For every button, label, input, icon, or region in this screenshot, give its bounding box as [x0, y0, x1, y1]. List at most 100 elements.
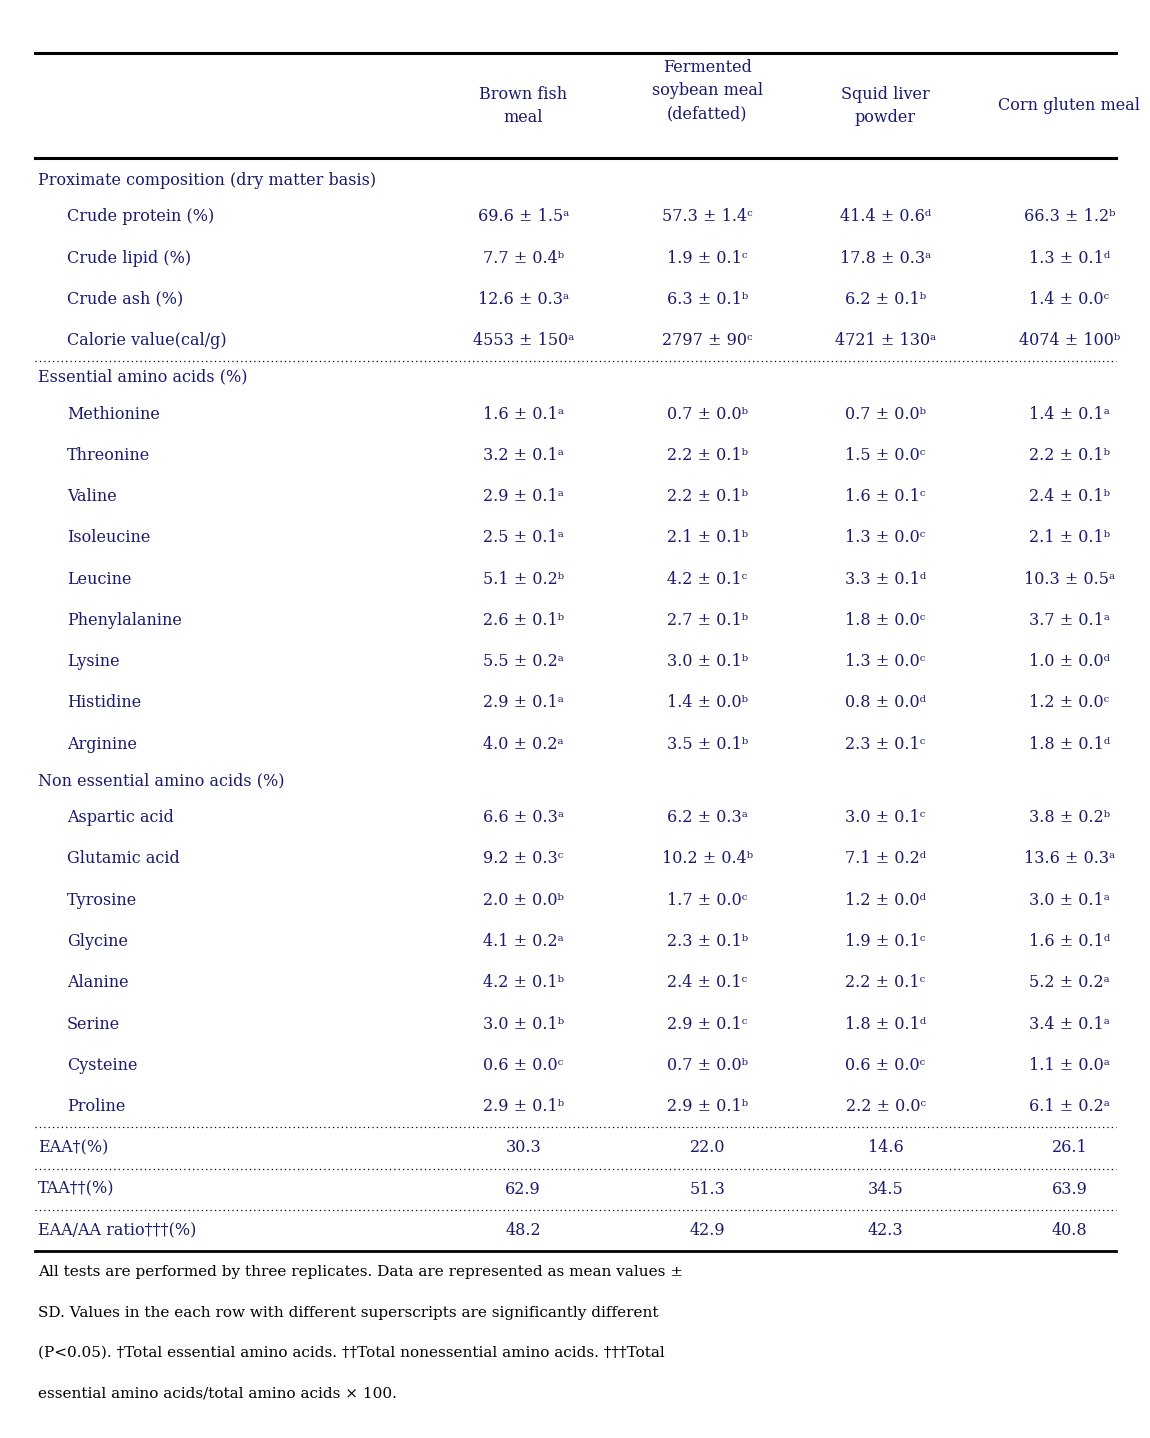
- Text: 30.3: 30.3: [505, 1139, 542, 1156]
- Text: 10.3 ± 0.5ᵃ: 10.3 ± 0.5ᵃ: [1024, 571, 1116, 588]
- Text: 3.0 ± 0.1ᵇ: 3.0 ± 0.1ᵇ: [483, 1015, 564, 1032]
- Text: Serine: Serine: [67, 1015, 120, 1032]
- Text: 2.0 ± 0.0ᵇ: 2.0 ± 0.0ᵇ: [483, 892, 564, 909]
- Text: Arginine: Arginine: [67, 736, 137, 752]
- Text: Valine: Valine: [67, 487, 116, 505]
- Text: 2.4 ± 0.1ᶜ: 2.4 ± 0.1ᶜ: [667, 975, 748, 991]
- Text: 17.8 ± 0.3ᵃ: 17.8 ± 0.3ᵃ: [840, 250, 932, 266]
- Text: Crude protein (%): Crude protein (%): [67, 209, 214, 226]
- Text: Essential amino acids (%): Essential amino acids (%): [38, 368, 247, 385]
- Text: 1.6 ± 0.1ᶜ: 1.6 ± 0.1ᶜ: [845, 487, 926, 505]
- Text: Aspartic acid: Aspartic acid: [67, 810, 174, 827]
- Text: Crude ash (%): Crude ash (%): [67, 290, 183, 308]
- Text: 0.8 ± 0.0ᵈ: 0.8 ± 0.0ᵈ: [845, 695, 926, 712]
- Text: Tyrosine: Tyrosine: [67, 892, 137, 909]
- Text: 1.9 ± 0.1ᶜ: 1.9 ± 0.1ᶜ: [667, 250, 748, 266]
- Text: All tests are performed by three replicates. Data are represented as mean values: All tests are performed by three replica…: [38, 1265, 683, 1280]
- Text: Crude lipid (%): Crude lipid (%): [67, 250, 191, 266]
- Text: 4553 ± 150ᵃ: 4553 ± 150ᵃ: [473, 332, 574, 349]
- Text: Threonine: Threonine: [67, 447, 150, 464]
- Text: 1.5 ± 0.0ᶜ: 1.5 ± 0.0ᶜ: [845, 447, 926, 464]
- Text: 6.6 ± 0.3ᵃ: 6.6 ± 0.3ᵃ: [483, 810, 564, 827]
- Text: Methionine: Methionine: [67, 406, 160, 423]
- Text: 4.1 ± 0.2ᵃ: 4.1 ± 0.2ᵃ: [483, 933, 564, 951]
- Text: 3.7 ± 0.1ᵃ: 3.7 ± 0.1ᵃ: [1029, 613, 1110, 628]
- Text: 6.3 ± 0.1ᵇ: 6.3 ± 0.1ᵇ: [667, 290, 748, 308]
- Text: 1.8 ± 0.1ᵈ: 1.8 ± 0.1ᵈ: [845, 1015, 926, 1032]
- Text: Isoleucine: Isoleucine: [67, 529, 150, 546]
- Text: 3.3 ± 0.1ᵈ: 3.3 ± 0.1ᵈ: [845, 571, 926, 588]
- Text: 3.8 ± 0.2ᵇ: 3.8 ± 0.2ᵇ: [1029, 810, 1110, 827]
- Text: EAA/AA ratio†††(%): EAA/AA ratio†††(%): [38, 1222, 197, 1240]
- Text: Brown fish: Brown fish: [480, 86, 567, 102]
- Text: 2.2 ± 0.1ᵇ: 2.2 ± 0.1ᵇ: [667, 447, 748, 464]
- Text: 1.3 ± 0.0ᶜ: 1.3 ± 0.0ᶜ: [845, 653, 926, 670]
- Text: 1.6 ± 0.1ᵃ: 1.6 ± 0.1ᵃ: [483, 406, 564, 423]
- Text: 0.7 ± 0.0ᵇ: 0.7 ± 0.0ᵇ: [845, 406, 926, 423]
- Text: 2.9 ± 0.1ᵃ: 2.9 ± 0.1ᵃ: [483, 695, 564, 712]
- Text: 2.2 ± 0.0ᶜ: 2.2 ± 0.0ᶜ: [845, 1099, 926, 1114]
- Text: 3.0 ± 0.1ᵇ: 3.0 ± 0.1ᵇ: [667, 653, 748, 670]
- Text: meal: meal: [504, 109, 543, 125]
- Text: 2797 ± 90ᶜ: 2797 ± 90ᶜ: [662, 332, 752, 349]
- Text: Fermented: Fermented: [662, 59, 752, 76]
- Text: 7.1 ± 0.2ᵈ: 7.1 ± 0.2ᵈ: [845, 850, 926, 867]
- Text: Calorie value(cal/g): Calorie value(cal/g): [67, 332, 227, 349]
- Text: 57.3 ± 1.4ᶜ: 57.3 ± 1.4ᶜ: [662, 209, 752, 226]
- Text: 34.5: 34.5: [867, 1181, 904, 1198]
- Text: 48.2: 48.2: [506, 1222, 540, 1240]
- Text: 2.4 ± 0.1ᵇ: 2.4 ± 0.1ᵇ: [1029, 487, 1110, 505]
- Text: 2.2 ± 0.1ᶜ: 2.2 ± 0.1ᶜ: [845, 975, 926, 991]
- Text: 4074 ± 100ᵇ: 4074 ± 100ᵇ: [1019, 332, 1120, 349]
- Text: 69.6 ± 1.5ᵃ: 69.6 ± 1.5ᵃ: [477, 209, 569, 226]
- Text: (defatted): (defatted): [667, 105, 748, 122]
- Text: 1.4 ± 0.1ᵃ: 1.4 ± 0.1ᵃ: [1029, 406, 1110, 423]
- Text: Leucine: Leucine: [67, 571, 131, 588]
- Text: Proline: Proline: [67, 1099, 125, 1114]
- Text: 42.9: 42.9: [690, 1222, 724, 1240]
- Text: 42.3: 42.3: [868, 1222, 903, 1240]
- Text: 63.9: 63.9: [1051, 1181, 1088, 1198]
- Text: essential amino acids/total amino acids × 100.: essential amino acids/total amino acids …: [38, 1386, 397, 1401]
- Text: 2.2 ± 0.1ᵇ: 2.2 ± 0.1ᵇ: [667, 487, 748, 505]
- Text: 2.5 ± 0.1ᵃ: 2.5 ± 0.1ᵃ: [483, 529, 564, 546]
- Text: EAA†(%): EAA†(%): [38, 1139, 108, 1156]
- Text: 5.1 ± 0.2ᵇ: 5.1 ± 0.2ᵇ: [483, 571, 564, 588]
- Text: 41.4 ± 0.6ᵈ: 41.4 ± 0.6ᵈ: [840, 209, 932, 226]
- Text: 1.4 ± 0.0ᵇ: 1.4 ± 0.0ᵇ: [667, 695, 748, 712]
- Text: 13.6 ± 0.3ᵃ: 13.6 ± 0.3ᵃ: [1024, 850, 1116, 867]
- Text: 6.2 ± 0.3ᵃ: 6.2 ± 0.3ᵃ: [667, 810, 748, 827]
- Text: 0.7 ± 0.0ᵇ: 0.7 ± 0.0ᵇ: [667, 406, 748, 423]
- Text: 2.6 ± 0.1ᵇ: 2.6 ± 0.1ᵇ: [483, 613, 564, 628]
- Text: 5.5 ± 0.2ᵃ: 5.5 ± 0.2ᵃ: [483, 653, 564, 670]
- Text: 4721 ± 130ᵃ: 4721 ± 130ᵃ: [835, 332, 936, 349]
- Text: 0.7 ± 0.0ᵇ: 0.7 ± 0.0ᵇ: [667, 1057, 748, 1074]
- Text: 4.2 ± 0.1ᶜ: 4.2 ± 0.1ᶜ: [667, 571, 748, 588]
- Text: (P<0.05). †Total essential amino acids. ††Total nonessential amino acids. †††Tot: (P<0.05). †Total essential amino acids. …: [38, 1346, 665, 1360]
- Text: 1.0 ± 0.0ᵈ: 1.0 ± 0.0ᵈ: [1029, 653, 1110, 670]
- Text: Glutamic acid: Glutamic acid: [67, 850, 179, 867]
- Text: SD. Values in the each row with different superscripts are significantly differe: SD. Values in the each row with differen…: [38, 1306, 659, 1320]
- Text: Alanine: Alanine: [67, 975, 129, 991]
- Text: 2.1 ± 0.1ᵇ: 2.1 ± 0.1ᵇ: [1029, 529, 1110, 546]
- Text: 66.3 ± 1.2ᵇ: 66.3 ± 1.2ᵇ: [1024, 209, 1116, 226]
- Text: 1.9 ± 0.1ᶜ: 1.9 ± 0.1ᶜ: [845, 933, 926, 951]
- Text: Corn gluten meal: Corn gluten meal: [998, 98, 1141, 114]
- Text: 3.5 ± 0.1ᵇ: 3.5 ± 0.1ᵇ: [667, 736, 748, 752]
- Text: 7.7 ± 0.4ᵇ: 7.7 ± 0.4ᵇ: [483, 250, 564, 266]
- Text: 1.6 ± 0.1ᵈ: 1.6 ± 0.1ᵈ: [1029, 933, 1110, 951]
- Text: 1.4 ± 0.0ᶜ: 1.4 ± 0.0ᶜ: [1029, 290, 1110, 308]
- Text: 2.9 ± 0.1ᶜ: 2.9 ± 0.1ᶜ: [667, 1015, 748, 1032]
- Text: 12.6 ± 0.3ᵃ: 12.6 ± 0.3ᵃ: [477, 290, 569, 308]
- Text: 62.9: 62.9: [505, 1181, 542, 1198]
- Text: 2.9 ± 0.1ᵇ: 2.9 ± 0.1ᵇ: [667, 1099, 748, 1114]
- Text: 1.1 ± 0.0ᵃ: 1.1 ± 0.0ᵃ: [1029, 1057, 1110, 1074]
- Text: Cysteine: Cysteine: [67, 1057, 137, 1074]
- Text: 26.1: 26.1: [1051, 1139, 1088, 1156]
- Text: 1.3 ± 0.0ᶜ: 1.3 ± 0.0ᶜ: [845, 529, 926, 546]
- Text: 2.9 ± 0.1ᵃ: 2.9 ± 0.1ᵃ: [483, 487, 564, 505]
- Text: 1.2 ± 0.0ᶜ: 1.2 ± 0.0ᶜ: [1029, 695, 1110, 712]
- Text: Phenylalanine: Phenylalanine: [67, 613, 182, 628]
- Text: 1.7 ± 0.0ᶜ: 1.7 ± 0.0ᶜ: [667, 892, 748, 909]
- Text: 22.0: 22.0: [690, 1139, 724, 1156]
